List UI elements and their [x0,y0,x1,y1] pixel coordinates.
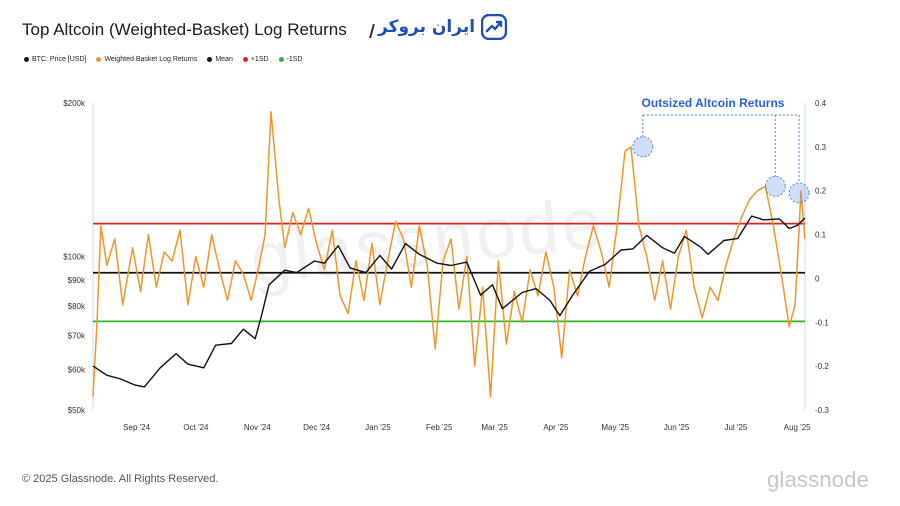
left-axis-tick-label: $70k [68,331,86,340]
x-axis-tick-label: Aug '25 [784,423,811,432]
legend-label: -1SD [286,56,303,63]
annotation-label: Outsized Altcoin Returns [642,96,785,110]
legend-swatch [96,57,102,62]
x-axis-tick-label: Jun '25 [664,423,690,432]
x-axis-tick-label: Mar '25 [481,423,508,432]
right-axis-tick-label: 0.2 [815,187,827,196]
x-axis-tick-label: Jan '25 [365,423,391,432]
left-axis-tick-label: $200k [63,99,86,108]
x-axis-tick-label: Nov '24 [244,423,271,432]
left-axis-tick-label: $60k [68,366,86,375]
legend-label: BTC: Price [USD] [32,56,87,63]
right-axis-tick-label: 0.1 [815,231,827,240]
left-axis-tick-label: $50k [68,406,86,415]
legend-label: +1SD [250,56,269,63]
legend-label: Mean [215,56,233,63]
legend-item-plus-1sd[interactable]: +1SD [242,56,269,63]
legend-item-basket-returns[interactable]: Weighted Basket Log Returns [96,56,197,63]
legend-swatch [24,57,29,62]
x-axis-tick-label: Sep '24 [123,423,150,432]
right-axis-tick-label: 0.4 [815,99,827,108]
logo-text: ایران بروکر [378,17,476,37]
legend-item-minus-1sd[interactable]: -1SD [278,56,303,63]
legend-swatch [278,57,284,62]
legend: BTC: Price [USD] Weighted Basket Log Ret… [24,56,303,63]
copyright: © 2025 Glassnode. All Rights Reserved. [22,473,219,485]
chart-title: Top Altcoin (Weighted-Basket) Log Return… [22,20,347,39]
annotation-highlight-circle [764,175,786,197]
right-axis-tick-label: -0.1 [815,318,829,327]
right-axis-tick-label: 0 [815,274,820,283]
series-line-btc-price [92,215,806,388]
right-axis-tick-label: -0.3 [815,406,829,415]
left-axis-tick-label: $90k [68,276,86,285]
left-axis-tick-label: $100k [63,253,86,262]
right-axis-tick-label: 0.3 [815,143,827,152]
annotation-highlight-circle [788,182,810,204]
legend-item-btc-price[interactable]: BTC: Price [USD] [24,56,86,63]
series-line-basket-returns [92,111,806,398]
legend-swatch [207,57,213,62]
chart-trend-icon [481,14,508,40]
x-axis-tick-label: Jul '25 [724,423,747,432]
logo: ایران بروکر [378,12,508,42]
left-axis-tick-label: $80k [68,302,86,311]
x-axis-tick-label: Apr '25 [543,423,569,432]
brand-logo: glassnode [767,467,870,492]
legend-item-mean[interactable]: Mean [207,56,233,63]
x-axis-tick-label: May '25 [601,423,629,432]
legend-swatch [242,57,248,62]
x-axis-tick-label: Feb '25 [426,423,453,432]
x-axis-tick-label: Oct '24 [183,423,209,432]
annotation-highlight-circle [632,136,654,158]
right-axis-tick-label: -0.2 [815,362,829,371]
x-axis-tick-label: Dec '24 [303,423,330,432]
legend-label: Weighted Basket Log Returns [104,56,198,63]
